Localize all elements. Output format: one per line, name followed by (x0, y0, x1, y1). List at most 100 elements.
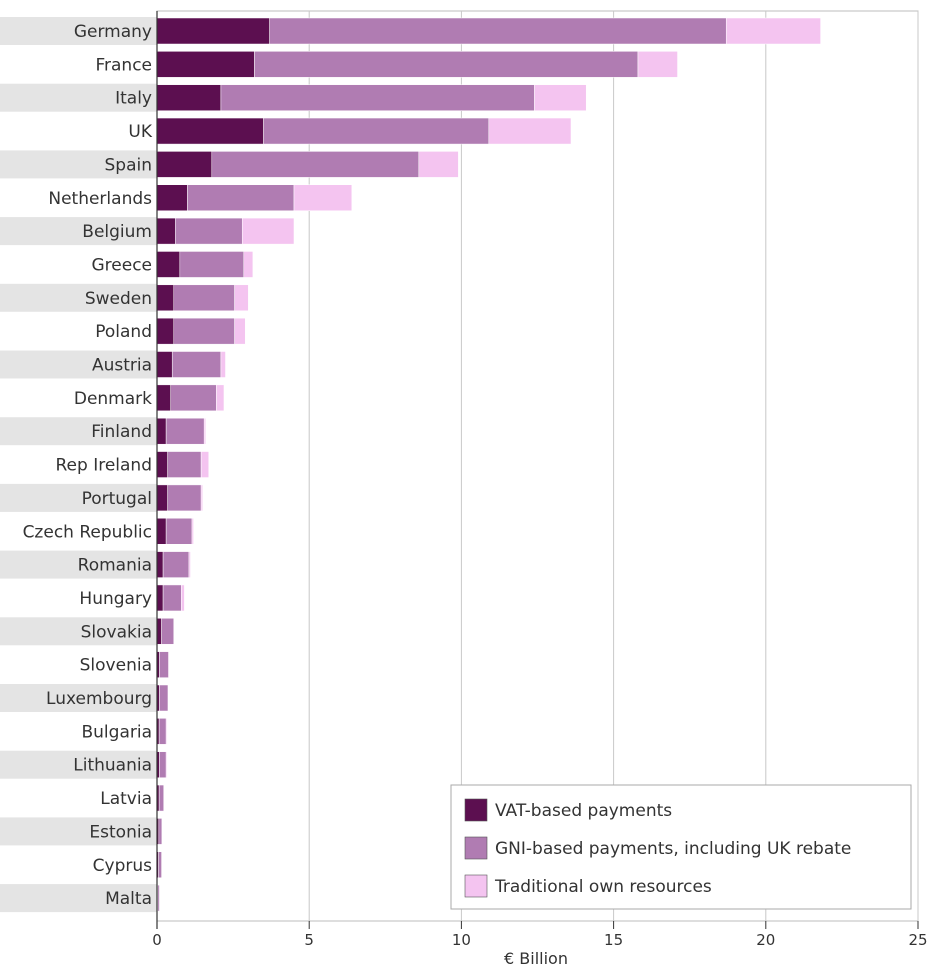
category-label: Germany (74, 22, 152, 42)
bar-segment (167, 451, 202, 478)
category-label: Portugal (82, 489, 152, 509)
bar-segment (158, 784, 164, 812)
bar-segment (159, 651, 169, 678)
category-label: Malta (105, 889, 152, 909)
category-label: Lithuania (73, 756, 152, 776)
bar-segment (156, 217, 176, 245)
bar-segment (162, 551, 190, 578)
category-label: Bulgaria (82, 722, 153, 742)
bar-segment (156, 84, 222, 111)
label-band (0, 150, 157, 179)
bar-segment (243, 251, 254, 278)
category-label: Italy (115, 89, 152, 109)
label-band (0, 750, 157, 779)
bar-segment (203, 417, 206, 445)
category-label: Romania (78, 556, 152, 576)
bar-segment (161, 618, 174, 645)
category-label: Cyprus (93, 856, 152, 876)
legend-label: Traditional own resources (494, 877, 712, 897)
bar-segment (168, 651, 170, 678)
legend-box (450, 784, 912, 910)
bar-segment (220, 84, 535, 111)
x-axis-title: € Billion (504, 949, 568, 968)
bar-segment (156, 484, 168, 512)
bar-segment (156, 317, 174, 345)
label-band (0, 350, 157, 379)
label-band (0, 617, 157, 646)
label-band (0, 283, 157, 312)
category-label: Netherlands (48, 189, 152, 209)
bar-segment (156, 384, 171, 412)
bar-segment (158, 718, 167, 745)
x-axis: 0 5 10 15 20 25 (152, 11, 928, 949)
bar-segment (156, 451, 168, 478)
bars-layer (156, 17, 821, 912)
x-tick-label: 0 (152, 931, 162, 949)
legend-swatch (464, 836, 488, 860)
bar-segment (418, 151, 459, 178)
legend: VAT-based payments GNI-based payments, in… (450, 784, 912, 910)
category-label: Belgium (82, 222, 152, 242)
bar-segment (156, 251, 181, 278)
legend-swatch (464, 874, 488, 898)
bar-segment (241, 217, 295, 245)
bar-segment (156, 618, 162, 645)
bar-segment (234, 284, 249, 312)
legend-swatch (464, 798, 488, 822)
legend-label: GNI-based payments, including UK rebate (495, 839, 851, 859)
category-label: Sweden (85, 289, 152, 309)
category-label: Finland (91, 422, 152, 442)
bar-segment (165, 718, 168, 745)
bar-segment (263, 117, 490, 145)
bar-segment (156, 518, 167, 545)
label-band (0, 17, 157, 45)
bar-segment (158, 851, 162, 878)
bar-segment (173, 317, 235, 345)
bar-segment (157, 884, 160, 912)
bar-segment (156, 51, 255, 78)
label-band (0, 550, 157, 579)
bar-segment (158, 818, 163, 845)
category-label: Estonia (89, 822, 152, 842)
bar-segment (159, 684, 169, 712)
bar-segment (165, 751, 168, 778)
bar-segment (156, 284, 174, 312)
bar-segment (165, 518, 193, 545)
bar-segment (156, 184, 188, 211)
bar-segment (179, 251, 245, 278)
category-label: Spain (105, 155, 153, 175)
category-label: France (95, 55, 152, 75)
label-band (0, 684, 157, 712)
bar-segment (200, 484, 203, 512)
bar-segment (162, 584, 182, 612)
bar-segment (254, 51, 639, 78)
legend-label: VAT-based payments (495, 801, 672, 821)
category-label: Greece (91, 255, 152, 275)
bar-segment (200, 451, 209, 478)
category-label: Slovakia (81, 622, 152, 642)
bar-segment (637, 51, 678, 78)
category-label: Austria (92, 356, 152, 376)
label-band (0, 417, 157, 446)
bar-segment (156, 351, 173, 378)
bar-segment (269, 17, 727, 45)
x-tick-label: 10 (452, 931, 471, 949)
bar-segment (488, 117, 572, 145)
bar-segment (156, 117, 264, 145)
grid-layer (156, 10, 919, 922)
category-label: UK (128, 122, 152, 142)
bar-segment (156, 417, 167, 445)
label-band (0, 884, 157, 913)
category-label: Poland (95, 322, 152, 342)
bar-segment (181, 584, 185, 612)
bar-segment (175, 217, 243, 245)
bar-segment (234, 317, 246, 345)
category-label: Rep Ireland (56, 456, 153, 476)
bar-segment (167, 484, 202, 512)
bar-segment (191, 518, 194, 545)
label-bands (0, 17, 157, 913)
bar-segment (293, 184, 353, 211)
category-label: Luxembourg (46, 689, 152, 709)
